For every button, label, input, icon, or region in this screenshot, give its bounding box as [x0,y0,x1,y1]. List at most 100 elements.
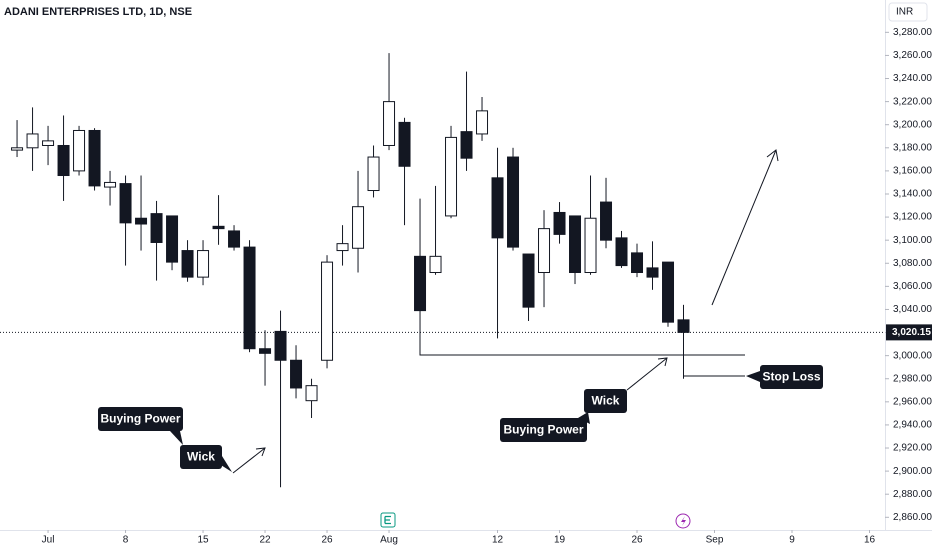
candle-body [166,215,179,263]
candle-body [42,140,55,146]
callout-box [500,418,587,442]
candle-body [677,319,690,333]
x-tick-label: 22 [259,535,271,546]
candle-body [135,217,148,225]
candle-body [336,243,349,252]
candle-body [476,110,489,135]
y-tick-label: 2,940.00 [893,420,932,431]
candle-body [445,136,458,217]
candle-body [553,211,566,235]
candle-body [104,181,117,188]
candle-body [26,133,39,149]
candle-body [243,246,256,350]
callout: Buying Power [98,407,183,445]
currency-box[interactable] [888,2,928,22]
arrow [711,149,777,306]
callout-text: Buying Power [503,423,583,437]
support-line [419,332,745,356]
candle-body [119,183,132,224]
callout-pointer [170,431,183,445]
x-tick-label: 12 [492,535,504,546]
candle-body [414,255,427,312]
callout: Wick [180,445,232,472]
x-tick-label: 9 [789,535,795,546]
callout: Wick [584,389,627,413]
candle-body [197,250,210,278]
candle-body [569,215,582,274]
arrow-head [657,357,668,367]
y-tick-label: 3,180.00 [893,142,932,153]
candle-body [259,348,272,354]
candle-body [460,131,473,159]
y-tick-label: 3,280.00 [893,27,932,38]
x-tick-label: Jul [42,535,55,546]
currency[interactable]: INR [896,7,913,18]
candle-body [615,237,628,267]
x-tick-label: 15 [197,535,209,546]
y-tick-label: 3,220.00 [893,96,932,107]
x-tick-label: 26 [321,535,333,546]
callout-text: Wick [592,394,620,408]
y-tick-label: 3,160.00 [893,166,932,177]
callout-pointer [216,456,232,472]
x-tick-label: 16 [864,535,876,546]
drawings [232,149,779,474]
icon-glyph [681,516,686,526]
y-tick-label: 3,060.00 [893,281,932,292]
candle-body [150,213,163,243]
event-icon[interactable] [675,513,691,529]
x-tick-label: 26 [631,535,643,546]
arrow [232,447,266,474]
x-tick-label: Sep [706,535,724,546]
y-tick-label: 3,080.00 [893,258,932,269]
y-tick-label: 2,860.00 [893,512,932,523]
y-tick-label: 3,000.00 [893,350,932,361]
candle-body [522,253,535,308]
candle-body [181,250,194,278]
x-tick-label: 19 [554,535,566,546]
y-tick-label: 3,260.00 [893,50,932,61]
callout-box [584,389,627,413]
last-price-box [886,324,932,341]
arrow-head [255,447,266,457]
y-tick-label: 2,920.00 [893,443,932,454]
y-tick-label: 2,880.00 [893,489,932,500]
candle-body [662,261,675,323]
y-tick-label: 3,240.00 [893,73,932,84]
callout-text: Buying Power [100,412,180,426]
candle-body [429,255,442,274]
last-price-label: 3,020.15 [892,327,931,338]
y-tick-label: 2,900.00 [893,466,932,477]
candle-body [367,156,380,192]
candle-body [507,156,520,248]
candle-body [538,228,551,274]
callout-text: Stop Loss [762,370,820,384]
candle-body [290,359,303,389]
candle-body [73,129,86,172]
candle-body [398,121,411,167]
candle-body [274,330,287,361]
y-tick-label: 3,040.00 [893,304,932,315]
y-tick-label: 3,120.00 [893,212,932,223]
candle-body [383,101,396,146]
candle-body [491,177,504,239]
chart-title: ADANI ENTERPRISES LTD, 1D, NSE [4,6,192,18]
callout-pointer [578,412,590,424]
x-tick-label: Aug [380,535,398,546]
y-tick-label: 3,100.00 [893,235,932,246]
y-tick-label: 3,200.00 [893,119,932,130]
candle-body [600,201,613,241]
callout-pointer [746,371,760,382]
callout-box [760,365,823,389]
arrow [626,357,668,391]
icon-glyph [384,515,391,525]
callout-box [180,445,222,469]
candle-body [352,206,365,249]
y-tick-label: 2,960.00 [893,396,932,407]
earnings-icon[interactable] [380,512,396,528]
y-tick-label: 3,140.00 [893,189,932,200]
candle-body [212,225,225,230]
arrow-head [766,149,779,162]
